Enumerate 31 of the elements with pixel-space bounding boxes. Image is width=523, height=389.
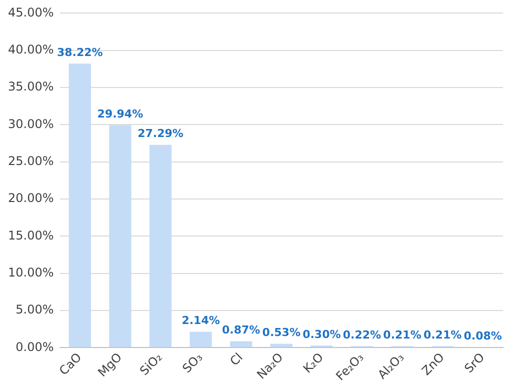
data-label: 0.30% <box>302 328 341 341</box>
y-tick-label: 25.00% <box>8 154 54 168</box>
data-label: 27.29% <box>138 127 184 140</box>
y-tick-label: 35.00% <box>8 80 54 94</box>
data-label: 0.53% <box>262 326 300 340</box>
x-tick-label: SO₃ <box>180 350 206 376</box>
x-tick-label: K₂O <box>300 350 326 376</box>
x-tick-label: Cl <box>227 350 246 368</box>
data-label: 29.94% <box>97 108 144 121</box>
y-tick-label: 20.00% <box>8 191 54 206</box>
data-label: 38.22% <box>56 46 103 59</box>
y-tick-label: 5.00% <box>16 302 54 317</box>
y-tick-label: 30.00% <box>8 116 54 131</box>
x-tick-label: SiO₂ <box>137 350 165 378</box>
data-label: 2.14% <box>182 314 220 328</box>
bar <box>109 125 132 348</box>
bar <box>149 144 172 348</box>
data-label: 0.87% <box>222 324 260 337</box>
x-tick-label: SrO <box>462 350 488 376</box>
bar <box>230 341 252 348</box>
y-tick-label: 45.00% <box>8 5 54 20</box>
y-tick-label: 0.00% <box>16 340 54 354</box>
bar <box>190 332 212 348</box>
data-label: 0.21% <box>383 328 422 342</box>
bar <box>68 64 91 348</box>
data-label: 0.08% <box>464 329 502 342</box>
y-tick-label: 10.00% <box>8 265 54 280</box>
y-tick-label: 15.00% <box>8 228 54 242</box>
data-label: 0.22% <box>342 328 382 342</box>
data-label: 0.21% <box>423 328 462 342</box>
y-tick-label: 40.00% <box>8 42 54 56</box>
